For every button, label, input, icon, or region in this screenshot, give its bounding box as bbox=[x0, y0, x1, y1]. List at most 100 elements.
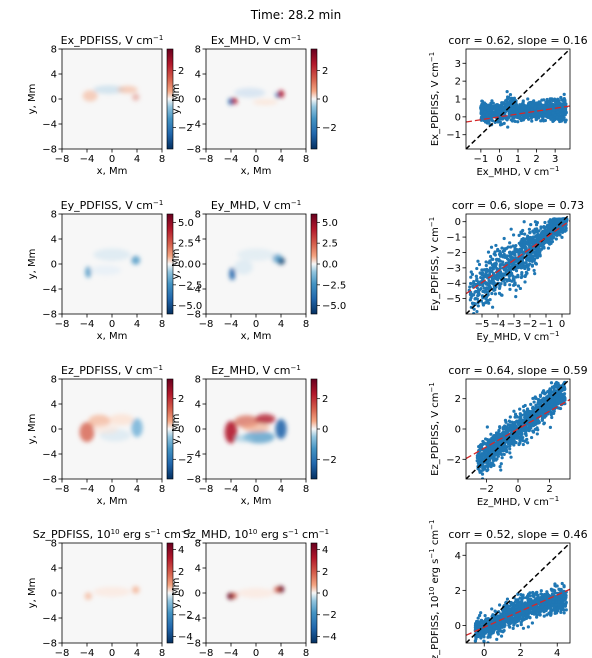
x-tick-label: 8 bbox=[303, 484, 309, 495]
scatter-point bbox=[521, 404, 526, 409]
scatter-point bbox=[521, 626, 526, 630]
scatter-point bbox=[517, 418, 522, 423]
scatter-point bbox=[520, 618, 524, 623]
heatmap-feature bbox=[93, 85, 125, 94]
scatter-point bbox=[499, 108, 503, 112]
scatter-point bbox=[515, 264, 519, 268]
scatter-point bbox=[476, 634, 480, 638]
x-tick-label: −4 bbox=[224, 319, 239, 330]
heatmap-feature bbox=[132, 586, 140, 594]
heatmap-feature bbox=[108, 414, 134, 426]
heatmap-feature bbox=[90, 265, 122, 276]
scatter-point bbox=[559, 96, 563, 100]
scatter-point bbox=[490, 257, 494, 261]
y-tick-label: −8 bbox=[186, 145, 201, 156]
colorbar-tick-label: 4 bbox=[178, 545, 184, 556]
scatter-point bbox=[536, 250, 540, 254]
scatter-point bbox=[485, 286, 489, 290]
x-tick-label: 0 bbox=[559, 319, 565, 330]
scatter-point bbox=[470, 272, 475, 276]
scatter-point bbox=[563, 604, 567, 608]
scatter-point bbox=[509, 434, 514, 438]
scatter-point bbox=[552, 389, 556, 394]
colorbar-tick-label: 5.0 bbox=[322, 218, 338, 229]
scatter-point bbox=[482, 275, 486, 279]
scatter-point bbox=[486, 293, 490, 297]
scatter-point bbox=[489, 465, 493, 469]
scatter-point bbox=[481, 117, 485, 121]
scatter-point bbox=[546, 239, 550, 243]
colorbar-tick-label: −4 bbox=[178, 632, 193, 643]
scatter-point bbox=[546, 390, 550, 394]
scatter-point bbox=[561, 102, 566, 106]
scatter-point bbox=[484, 260, 488, 264]
scatter-point bbox=[498, 425, 502, 429]
scatter-point bbox=[522, 237, 527, 242]
scatter-point bbox=[519, 622, 523, 627]
scatter-point bbox=[500, 621, 504, 626]
scatter-point bbox=[500, 104, 504, 108]
scatter-point bbox=[528, 602, 532, 607]
scatter-point bbox=[564, 600, 568, 605]
scatter-point bbox=[526, 112, 530, 117]
scatter-point bbox=[502, 452, 506, 456]
colorbar-tick-label: 2 bbox=[322, 567, 328, 578]
scatter-point bbox=[482, 441, 486, 445]
x-tick-label: 3 bbox=[552, 154, 558, 165]
scatter-point bbox=[499, 629, 503, 633]
colorbar-tick-label: 0 bbox=[178, 95, 184, 106]
scatter-point bbox=[475, 309, 479, 314]
scatter-point bbox=[494, 438, 499, 442]
y-tick-label: 0 bbox=[195, 95, 201, 106]
y-tick-label: 0 bbox=[195, 425, 201, 436]
scatter-point bbox=[489, 245, 494, 249]
y-tick-label: 4 bbox=[195, 70, 201, 81]
heatmap-feature bbox=[131, 255, 141, 265]
scatter-point bbox=[542, 246, 546, 250]
scatter-point bbox=[496, 110, 500, 114]
scatter-point bbox=[479, 469, 483, 473]
scatter-point bbox=[492, 288, 496, 292]
scatter-point bbox=[502, 628, 506, 633]
scatter-point bbox=[523, 280, 527, 284]
x-tick-label: 4 bbox=[134, 648, 140, 658]
scatter-point bbox=[475, 277, 479, 281]
scatter-point bbox=[539, 114, 543, 118]
scatter-point bbox=[483, 614, 487, 618]
scatter-point bbox=[555, 217, 559, 221]
scatter-point bbox=[472, 307, 476, 311]
scatter-point bbox=[481, 284, 485, 288]
scatter-point bbox=[523, 601, 527, 605]
scatter-point bbox=[556, 381, 560, 386]
x-axis-label: x, Mm bbox=[97, 496, 128, 507]
y-tick-label: −4 bbox=[42, 450, 57, 461]
scatter-point bbox=[498, 465, 502, 469]
scatter-point bbox=[561, 227, 565, 231]
scatter-point bbox=[494, 263, 498, 267]
scatter-point bbox=[550, 415, 554, 420]
colorbar-tick-label: −2 bbox=[178, 610, 193, 621]
x-tick-label: 4 bbox=[554, 648, 560, 658]
scatter-point bbox=[484, 263, 488, 268]
scatter-point bbox=[551, 592, 555, 596]
scatter-point bbox=[519, 244, 523, 248]
scatter-point bbox=[502, 613, 506, 618]
y-tick-label: −8 bbox=[42, 145, 57, 156]
scatter-point bbox=[482, 114, 486, 118]
scatter-point bbox=[501, 431, 505, 435]
scatter-point bbox=[519, 592, 523, 597]
scatter-point bbox=[496, 275, 500, 279]
scatter-point bbox=[513, 600, 518, 604]
scatter-point bbox=[508, 287, 512, 291]
scatter-point bbox=[487, 103, 491, 107]
scatter-point bbox=[560, 235, 564, 239]
scatter-point bbox=[491, 305, 495, 309]
scatter-point bbox=[523, 274, 527, 279]
scatter-point bbox=[503, 432, 508, 436]
scatter-point bbox=[486, 465, 490, 469]
y-tick-label: 2 bbox=[455, 394, 461, 405]
y-tick-label: −4 bbox=[42, 614, 57, 625]
scatter-point bbox=[549, 220, 553, 224]
scatter-point bbox=[513, 250, 517, 254]
